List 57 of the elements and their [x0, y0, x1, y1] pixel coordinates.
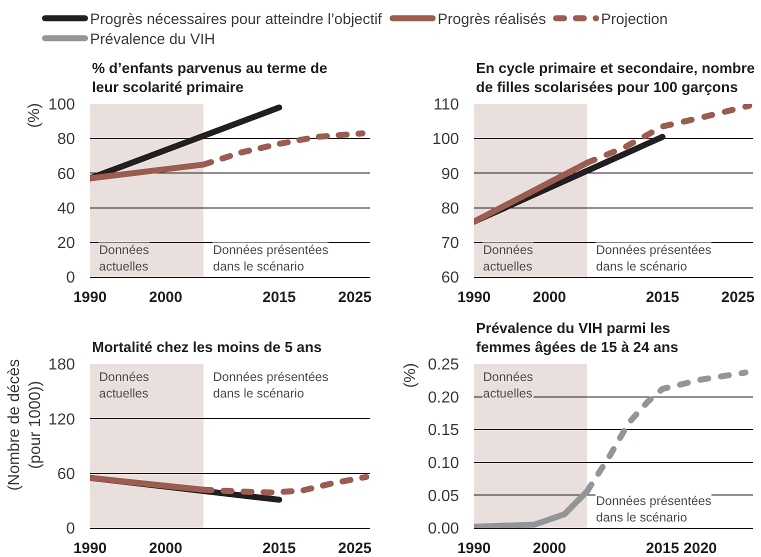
legend-label: Progrès réalisés	[438, 11, 546, 28]
y-axis-title: (%)	[402, 363, 420, 388]
y-tick-label: 0.05	[428, 488, 460, 505]
x-tick-label: 2025	[338, 540, 372, 557]
x-tick-label: 1990	[73, 540, 107, 557]
y-tick-label: 110	[433, 96, 460, 114]
x-tick-label: 2000	[532, 540, 566, 557]
annotation: Données présentées dans le scénario	[213, 370, 328, 400]
legend-label: Progrès nécessaires pour atteindre l’objectif	[90, 11, 383, 28]
x-tick-label: 2000	[532, 289, 566, 306]
annotation: Données présentées dans le scénario	[596, 494, 712, 524]
x-tick-label: 2000	[148, 289, 182, 306]
y-tick-label: 60	[57, 466, 76, 483]
x-tick-label: 1990	[457, 540, 491, 557]
x-tick-label: 1990	[73, 289, 107, 306]
x-tick-label: 2000	[148, 540, 182, 557]
x-tick-label: 2020	[684, 540, 717, 557]
band-label: Données actuelles	[99, 243, 150, 274]
y-tick-label: 80	[57, 131, 76, 148]
band-label: Données actuelles	[483, 243, 534, 274]
y-tick-label: 0	[66, 270, 76, 287]
legend-label: Prévalence du VIH	[90, 31, 216, 48]
x-tick-label: 2015	[262, 540, 296, 557]
y-tick-label: 70	[441, 235, 460, 252]
y-tick-label: 60	[441, 270, 460, 287]
x-tick-label: 1990	[457, 289, 491, 306]
x-tick-label: 2025	[721, 289, 755, 306]
annotation: Données présentées dans le scénario	[213, 243, 328, 274]
chart-title: % d’enfants parvenus au terme de leur scolarité primaire	[92, 61, 328, 96]
y-tick-label: 90	[441, 166, 460, 183]
y-axis-title: (Nombre de décès (pour 1000))	[6, 359, 44, 491]
chart-title: Mortalité chez les moins de 5 ans	[92, 340, 322, 356]
y-tick-label: 0.20	[428, 389, 460, 406]
legend-label: Projection	[601, 11, 668, 28]
y-tick-label: 80	[441, 200, 460, 218]
y-tick-label: 0.10	[428, 455, 460, 472]
y-tick-label: 40	[57, 200, 76, 218]
x-tick-label: 2015	[646, 289, 680, 306]
y-tick-label: 120	[48, 411, 76, 428]
y-tick-label: 0.25	[428, 356, 460, 374]
y-tick-label: 100	[432, 131, 460, 148]
x-tick-label: 2015	[262, 289, 296, 306]
annotation: Données présentées dans le scénario	[596, 243, 712, 274]
y-tick-label: 0.15	[428, 422, 460, 440]
y-tick-label: 20	[57, 235, 76, 252]
band-label: Données actuelles	[99, 370, 150, 400]
y-tick-label: 0.00	[428, 520, 460, 538]
y-tick-label: 0	[66, 520, 76, 538]
chart-title: Prévalence du VIH parmi les femmes âgées de 15 à 24 ans	[476, 321, 678, 356]
y-tick-label: 100	[48, 96, 76, 114]
y-tick-label: 60	[57, 166, 76, 183]
y-axis-title: (%)	[26, 103, 44, 128]
x-tick-label: 2015	[646, 540, 680, 557]
band-label: Données actuelles	[483, 370, 534, 400]
chart-title: En cycle primaire et secondaire, nombre de filles scolarisées pour 100 garçons	[476, 61, 755, 96]
x-tick-label: 2025	[338, 289, 372, 306]
y-tick-label: 180	[48, 356, 76, 374]
